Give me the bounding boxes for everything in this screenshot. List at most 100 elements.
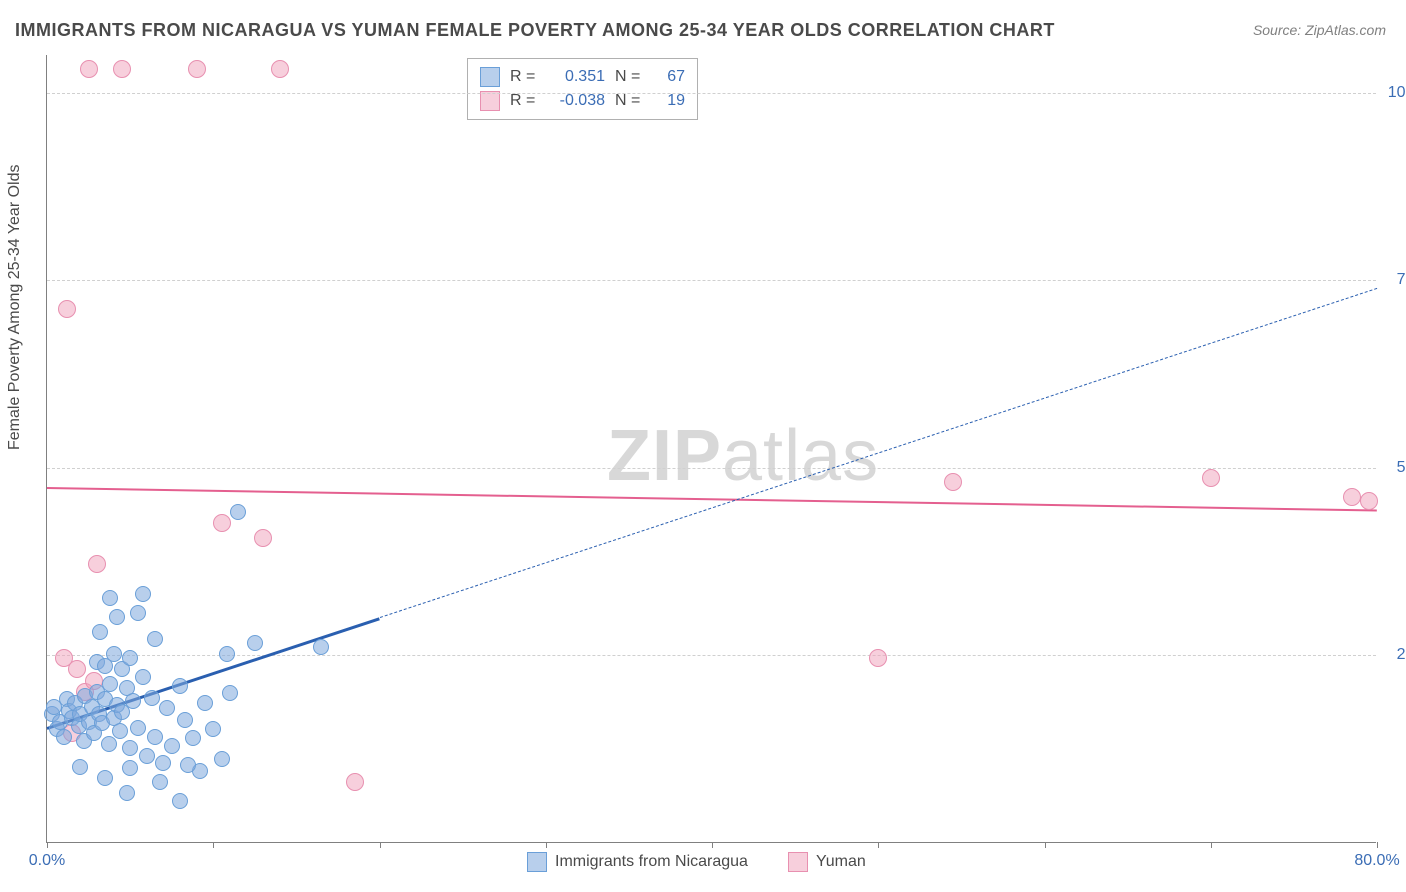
- data-point-b: [88, 555, 106, 573]
- series-a-name: Immigrants from Nicaragua: [555, 853, 748, 871]
- legend-item-b: Yuman: [788, 852, 866, 872]
- y-tick-label: 50.0%: [1397, 459, 1406, 477]
- swatch-b: [788, 852, 808, 872]
- data-point-a: [164, 738, 180, 754]
- swatch-b: [480, 91, 500, 111]
- gridline-h: [47, 468, 1376, 469]
- data-point-a: [122, 650, 138, 666]
- x-tick: [546, 842, 547, 848]
- r-label: R =: [510, 92, 540, 110]
- data-point-a: [177, 712, 193, 728]
- data-point-a: [219, 646, 235, 662]
- data-point-a: [155, 755, 171, 771]
- data-point-a: [119, 785, 135, 801]
- gridline-h: [47, 93, 1376, 94]
- data-point-a: [135, 669, 151, 685]
- y-tick-label: 75.0%: [1397, 271, 1406, 289]
- data-point-b: [346, 773, 364, 791]
- data-point-a: [152, 774, 168, 790]
- data-point-b: [188, 60, 206, 78]
- data-point-b: [869, 649, 887, 667]
- data-point-a: [101, 736, 117, 752]
- watermark: ZIPatlas: [607, 415, 879, 497]
- data-point-b: [254, 529, 272, 547]
- data-point-b: [271, 60, 289, 78]
- n-label: N =: [615, 68, 645, 86]
- chart-plot-area: ZIPatlas R = 0.351 N = 67 R = -0.038 N =…: [46, 55, 1376, 843]
- data-point-a: [147, 631, 163, 647]
- y-axis-label: Female Poverty Among 25-34 Year Olds: [6, 165, 24, 451]
- data-point-a: [214, 751, 230, 767]
- x-tick: [878, 842, 879, 848]
- data-point-a: [130, 605, 146, 621]
- gridline-h: [47, 280, 1376, 281]
- swatch-a: [527, 852, 547, 872]
- x-tick: [1377, 842, 1378, 848]
- data-point-a: [147, 729, 163, 745]
- data-point-a: [125, 693, 141, 709]
- x-tick: [213, 842, 214, 848]
- data-point-a: [102, 590, 118, 606]
- n-value-b: 19: [655, 92, 685, 110]
- data-point-a: [180, 757, 196, 773]
- data-point-b: [68, 660, 86, 678]
- n-label: N =: [615, 92, 645, 110]
- data-point-a: [122, 760, 138, 776]
- data-point-a: [313, 639, 329, 655]
- x-tick: [1211, 842, 1212, 848]
- r-label: R =: [510, 68, 540, 86]
- n-value-a: 67: [655, 68, 685, 86]
- watermark-zip: ZIP: [607, 416, 722, 496]
- y-tick-label: 100.0%: [1388, 84, 1406, 102]
- series-legend: Immigrants from Nicaragua Yuman: [527, 852, 866, 872]
- data-point-a: [135, 586, 151, 602]
- legend-item-a: Immigrants from Nicaragua: [527, 852, 748, 872]
- r-value-a: 0.351: [550, 68, 605, 86]
- data-point-b: [944, 473, 962, 491]
- gridline-h: [47, 655, 1376, 656]
- data-point-a: [56, 729, 72, 745]
- chart-title: IMMIGRANTS FROM NICARAGUA VS YUMAN FEMAL…: [15, 20, 1055, 41]
- data-point-b: [1343, 488, 1361, 506]
- data-point-a: [159, 700, 175, 716]
- data-point-a: [172, 793, 188, 809]
- data-point-a: [109, 609, 125, 625]
- data-point-a: [139, 748, 155, 764]
- data-point-a: [230, 504, 246, 520]
- data-point-a: [205, 721, 221, 737]
- data-point-b: [1360, 492, 1378, 510]
- data-point-a: [222, 685, 238, 701]
- data-point-a: [92, 624, 108, 640]
- data-point-a: [130, 720, 146, 736]
- data-point-a: [185, 730, 201, 746]
- x-tick: [712, 842, 713, 848]
- watermark-atlas: atlas: [722, 416, 879, 496]
- correlation-legend: R = 0.351 N = 67 R = -0.038 N = 19: [467, 58, 698, 120]
- data-point-a: [106, 646, 122, 662]
- data-point-a: [172, 678, 188, 694]
- legend-row-a: R = 0.351 N = 67: [480, 65, 685, 89]
- data-point-a: [122, 740, 138, 756]
- data-point-b: [113, 60, 131, 78]
- x-tick: [47, 842, 48, 848]
- data-point-b: [58, 300, 76, 318]
- y-tick-label: 25.0%: [1397, 646, 1406, 664]
- data-point-b: [213, 514, 231, 532]
- data-point-b: [1202, 469, 1220, 487]
- data-point-a: [97, 770, 113, 786]
- data-point-a: [72, 759, 88, 775]
- r-value-b: -0.038: [550, 92, 605, 110]
- trend-line: [379, 288, 1377, 618]
- x-tick-label: 0.0%: [29, 852, 65, 870]
- data-point-a: [247, 635, 263, 651]
- data-point-a: [102, 676, 118, 692]
- data-point-a: [144, 690, 160, 706]
- series-b-name: Yuman: [816, 853, 866, 871]
- data-point-a: [112, 723, 128, 739]
- data-point-b: [80, 60, 98, 78]
- source-attribution: Source: ZipAtlas.com: [1253, 22, 1386, 38]
- swatch-a: [480, 67, 500, 87]
- x-tick-label: 80.0%: [1354, 852, 1399, 870]
- x-tick: [1045, 842, 1046, 848]
- data-point-a: [197, 695, 213, 711]
